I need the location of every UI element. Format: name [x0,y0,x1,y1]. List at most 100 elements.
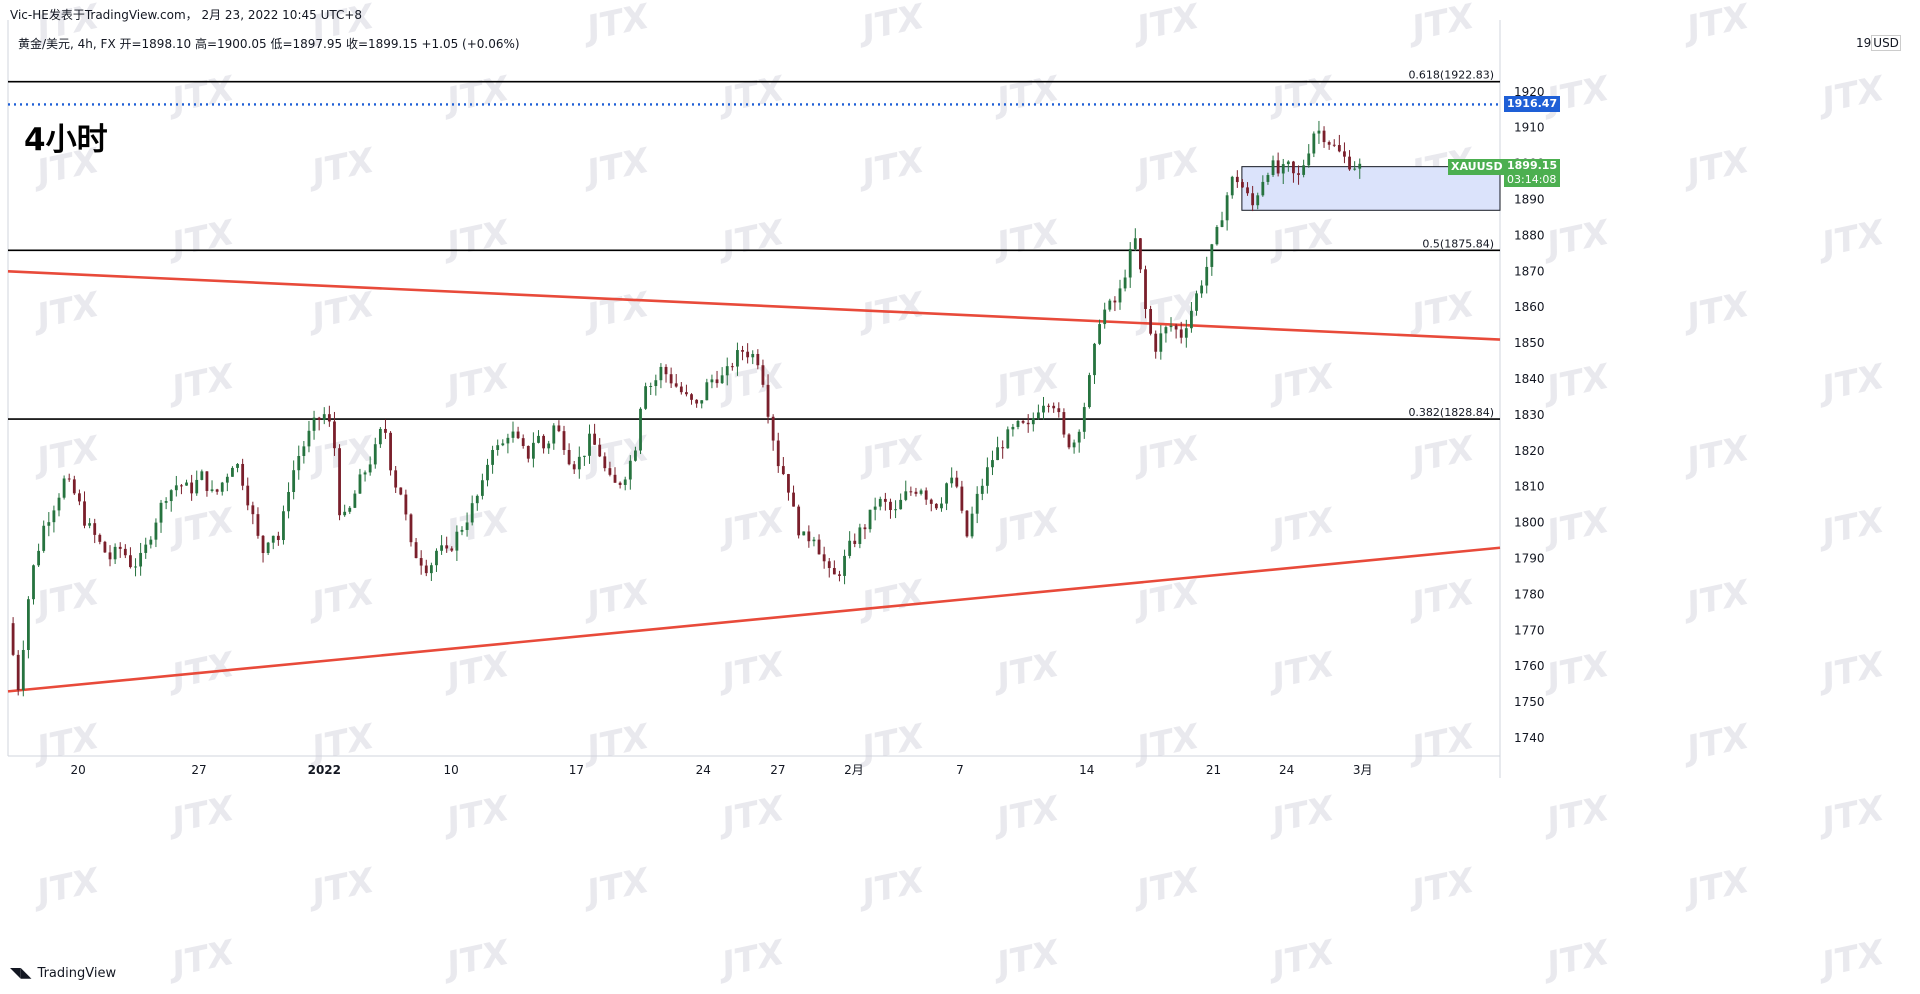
candle-body [394,470,398,488]
candle-body [1062,412,1066,435]
watermark-text: JTX [1538,644,1615,698]
candle-body [57,497,61,511]
candle-body [899,499,903,510]
candle-body [1343,151,1346,157]
candle-body [1327,142,1331,145]
candle-body [929,499,933,504]
watermark-text: JTX [713,212,790,266]
price-tick-label: 1910 [1514,121,1545,135]
watermark-text: JTX [1538,68,1615,122]
candle-body [363,472,367,475]
candle-body [180,485,183,487]
watermark-text: JTX [303,716,380,770]
candle-body [1205,266,1209,286]
watermark-text: JTX [1538,212,1615,266]
candle-body [220,482,224,492]
level-layer: 0.618(1922.83) 0.5(1875.84) 0.382(1828.84) [8,69,1500,420]
time-tick-label: 2月 [844,763,864,777]
candle-body [934,503,938,509]
price-tick-label: 1750 [1514,695,1545,709]
watermark-text: JTX [853,716,930,770]
candle-body [144,544,148,553]
candle-body [863,527,867,530]
candle-body [827,561,831,569]
candle-body [241,463,245,486]
candle-body [700,400,704,404]
watermark-text: JTX [853,0,930,50]
candle-body [251,505,255,515]
candle-body [1322,130,1326,143]
watermark-text: JTX [853,860,930,914]
watermark-text: JTX [28,716,105,770]
footer[interactable]: ◥◣ TradingView [10,965,116,981]
candle-body [674,383,678,387]
candle-body [159,502,163,523]
candle-body [1337,145,1341,152]
candle-body [67,478,71,480]
watermark-text: JTX [1813,932,1890,986]
candle-body [1042,405,1045,413]
watermark-text: JTX [303,860,380,914]
candle-body [338,448,341,516]
candle-body [608,468,612,475]
candle-body [547,443,551,449]
candle-body [710,379,714,383]
candle-body [1266,175,1270,182]
symbol-badge-text: XAUUSD [1451,159,1503,173]
candle-body [118,546,122,549]
candle-body [603,456,607,469]
candle-body [501,443,505,446]
candle-body [1052,405,1056,409]
candle-body [593,433,597,445]
candle-body [32,565,35,600]
time-tick-label: 27 [191,763,206,777]
candle-body [1103,309,1107,325]
watermark-text: JTX [1403,572,1480,626]
candle-body [940,503,943,509]
price-tick-label: 1920 [1514,85,1545,99]
watermark-text: JTX [163,932,240,986]
candle-body [1286,161,1290,165]
watermark-text: JTX [163,356,240,410]
watermark-text: JTX [1538,932,1615,986]
candle-body [496,445,500,450]
candle-body [537,435,540,443]
candle-body [1031,418,1035,425]
candle-body [552,425,556,444]
candle-body [465,522,469,530]
candle-body [1184,328,1188,338]
candle-body [598,444,602,457]
candle-body [1021,420,1025,423]
candle-body [266,542,270,554]
grid-layer [7,20,1501,778]
publisher-line: Vic-HE发表于TradingView.com， 2月 23, 2022 10… [10,8,363,22]
watermark-text: JTX [1678,140,1755,194]
candle-body [78,493,81,502]
time-axis[interactable]: 20 27 2022 10 17 24 27 2月 7 14 21 24 3月 [70,763,1372,777]
candle-body [741,350,744,352]
time-tick-label: 27 [770,763,785,777]
currency-label[interactable]: 19 USD [1856,35,1901,51]
candle-body [368,464,372,473]
price-axis[interactable]: 1740 1750 1760 1770 1780 1790 1800 1810 1820 1830… [1514,85,1545,745]
candle-body [225,476,229,483]
candle-body [1292,161,1295,174]
price-tick-label: 1890 [1514,193,1545,207]
symbol-legend[interactable]: 黄金/美元, 4h, FX 开=1898.10 高=1900.05 低=1897… [18,37,520,51]
candle-body [358,474,362,494]
candle-body [139,552,143,567]
candle-body [1139,238,1142,270]
candle-body [848,540,852,556]
candle-body [613,474,617,483]
candle-body [445,545,449,549]
candle-body [781,466,785,475]
candle-body [649,385,653,387]
candle-body [1011,426,1015,430]
candle-body [1246,187,1249,194]
watermark-text: JTX [438,932,515,986]
price-tick-label: 1840 [1514,372,1545,386]
candle-body [832,568,836,575]
candle-body [588,433,591,456]
watermark-text: JTX [1678,428,1755,482]
